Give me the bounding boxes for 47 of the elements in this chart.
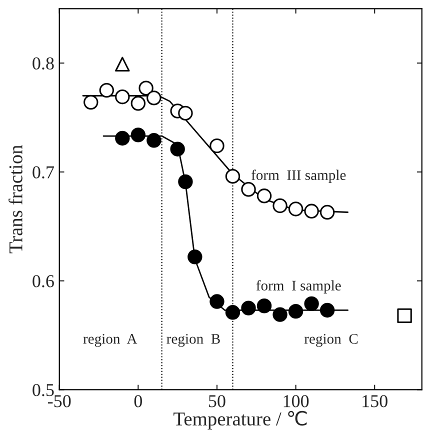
- point: [130, 128, 146, 142]
- point: [304, 204, 319, 219]
- point: [138, 80, 154, 96]
- y-tick-label: 0.8: [32, 57, 54, 70]
- point: [99, 82, 114, 98]
- x-axis-title: Temperature / ℃: [174, 410, 307, 430]
- point: [146, 90, 162, 106]
- x-tick-label: 0: [134, 395, 142, 408]
- point: [288, 304, 304, 319]
- y-tick-label: 0.5: [32, 384, 54, 396]
- point: [170, 142, 185, 156]
- point: [320, 204, 335, 220]
- annotation: region B: [166, 334, 220, 347]
- point: [256, 188, 272, 204]
- point: [272, 198, 288, 214]
- point: [210, 138, 224, 154]
- y-tick-label: 0.6: [32, 275, 54, 288]
- y-tick-label: 0.7: [32, 166, 54, 178]
- point: [241, 182, 256, 197]
- annotation: form I sample: [256, 280, 341, 294]
- x-tick-label: 150: [362, 395, 388, 408]
- point: [225, 168, 240, 184]
- point: [225, 305, 240, 320]
- annotation: region A: [83, 334, 138, 347]
- point: [256, 298, 272, 314]
- point: [115, 130, 130, 146]
- point: [130, 96, 146, 111]
- x-tick-label: 100: [284, 395, 309, 408]
- y-axis-title: Trans fraction: [8, 145, 22, 254]
- point: [178, 174, 193, 190]
- point: [241, 300, 256, 316]
- x-tick-label: 50: [209, 395, 226, 408]
- annotation: form III sample: [251, 170, 346, 184]
- x-tick-label: -50: [48, 395, 71, 408]
- point: [210, 294, 224, 309]
- point: [115, 89, 130, 104]
- point: [115, 56, 130, 72]
- point: [320, 302, 335, 318]
- point: [397, 308, 412, 324]
- annotation: region C: [304, 334, 358, 347]
- point: [84, 94, 98, 110]
- point: [288, 202, 304, 216]
- point: [146, 133, 162, 148]
- point: [188, 250, 202, 264]
- point: [272, 307, 288, 322]
- point: [178, 106, 193, 121]
- point: [304, 296, 319, 312]
